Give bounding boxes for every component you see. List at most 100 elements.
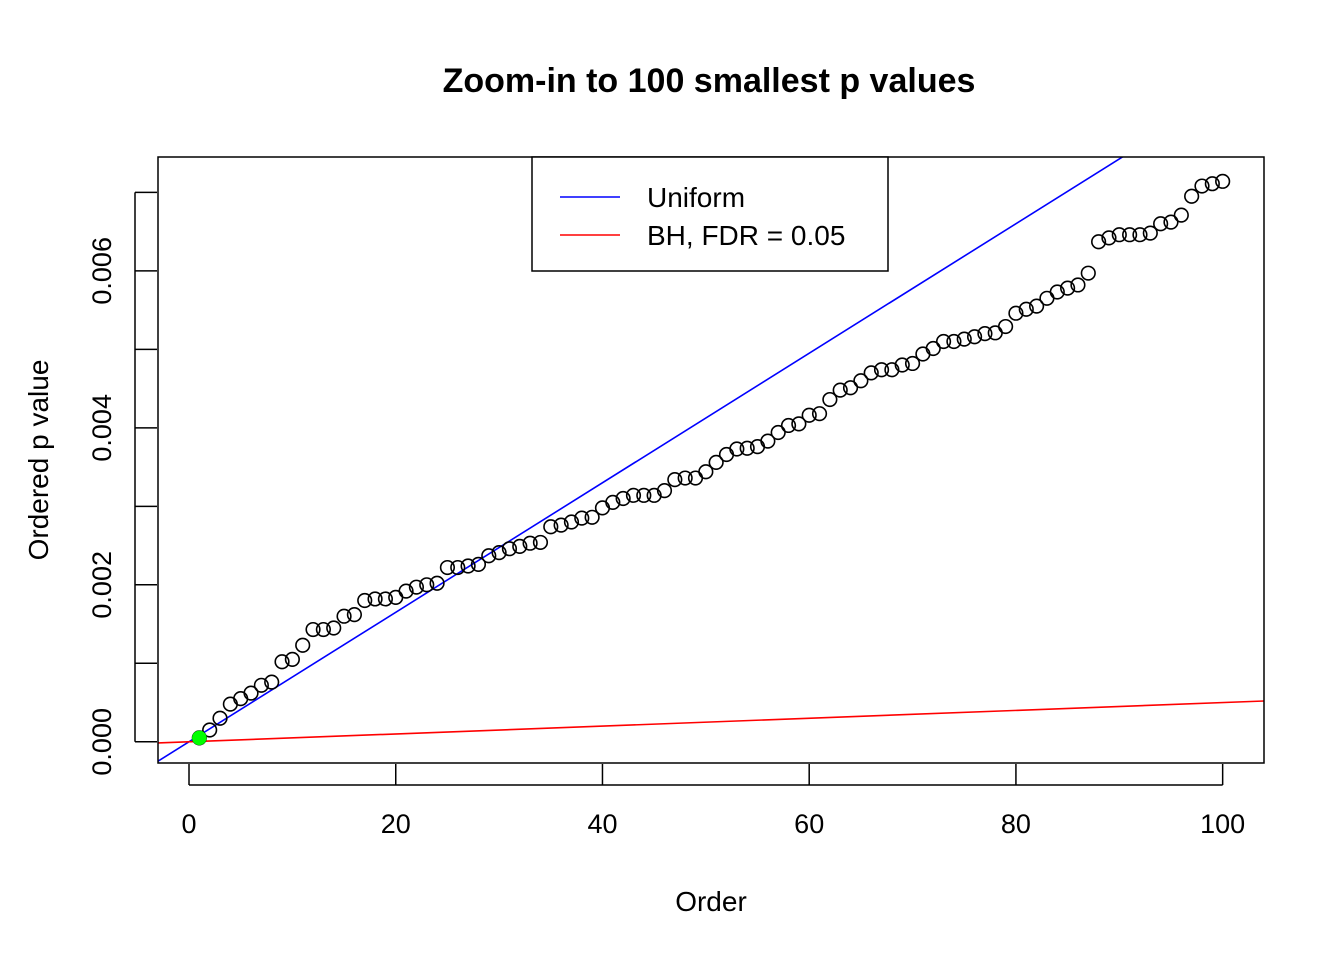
legend-bh-label: BH, FDR = 0.05 — [647, 220, 845, 251]
data-point — [284, 651, 300, 667]
x-axis-label: Order — [675, 886, 747, 917]
data-point — [450, 559, 466, 576]
data-point — [522, 535, 538, 551]
data-point — [1028, 298, 1045, 314]
data-point — [543, 519, 559, 535]
data-point — [1204, 176, 1220, 192]
data-point — [946, 333, 962, 350]
data-point — [832, 382, 848, 398]
x-tick-label: 100 — [1200, 809, 1245, 839]
data-points — [191, 173, 1231, 746]
y-tick-label: 0.004 — [87, 394, 117, 462]
y-axis-label: Ordered p value — [23, 360, 54, 561]
data-point — [1163, 214, 1179, 230]
data-point — [667, 472, 683, 488]
data-point — [1142, 225, 1158, 241]
data-point — [460, 558, 476, 574]
x-tick-label: 20 — [381, 809, 411, 839]
data-point — [1070, 277, 1086, 293]
data-point — [791, 416, 807, 432]
data-point — [956, 331, 972, 347]
data-point — [739, 440, 755, 456]
data-point — [367, 591, 383, 607]
data-point — [749, 439, 766, 455]
data-point — [1132, 227, 1148, 243]
x-axis: 0 20 40 60 80 100 — [181, 764, 1245, 839]
data-point — [481, 548, 497, 564]
data-point — [594, 500, 611, 516]
data-point — [439, 559, 456, 576]
y-axis: 0.000 0.002 0.004 0.006 — [87, 191, 157, 776]
data-point — [243, 685, 259, 701]
reference-line-1 — [158, 700, 1264, 744]
data-point — [1215, 173, 1231, 189]
data-point — [419, 577, 435, 593]
data-point — [398, 583, 414, 599]
data-point — [222, 696, 238, 712]
data-point — [1101, 230, 1117, 246]
data-point — [884, 362, 900, 378]
data-point — [212, 710, 228, 726]
reference-lines — [158, 157, 1264, 762]
data-point — [264, 674, 280, 690]
data-point — [842, 380, 859, 396]
data-point — [770, 424, 786, 441]
data-point — [295, 637, 311, 653]
y-tick-label: 0.002 — [87, 551, 117, 619]
data-point — [873, 362, 890, 378]
data-point — [915, 346, 931, 362]
data-point — [470, 556, 487, 573]
reference-line-0 — [158, 157, 1124, 762]
data-point — [1153, 216, 1169, 232]
data-point — [625, 487, 642, 503]
data-point — [388, 589, 404, 605]
data-point — [677, 470, 693, 486]
legend-box — [531, 156, 889, 272]
data-point — [408, 579, 425, 595]
data-point — [811, 406, 828, 422]
data-point — [501, 541, 518, 557]
data-point — [1122, 227, 1138, 243]
data-point — [729, 441, 745, 457]
data-point — [429, 575, 445, 591]
data-point — [615, 490, 631, 507]
data-point — [512, 538, 528, 554]
data-point — [253, 677, 269, 693]
data-point — [863, 365, 879, 381]
legend: Uniform BH, FDR = 0.05 — [531, 156, 889, 272]
highlight-point — [192, 730, 207, 746]
legend-uniform-label: Uniform — [647, 182, 745, 213]
data-point — [274, 654, 290, 670]
y-tick-label: 0.006 — [87, 237, 117, 305]
highlight-layer — [192, 730, 207, 746]
data-point — [1049, 284, 1065, 300]
x-tick-label: 40 — [587, 809, 617, 839]
data-point — [377, 591, 394, 607]
data-point — [563, 514, 580, 530]
data-point — [553, 517, 569, 533]
data-point — [1060, 280, 1076, 296]
data-point — [584, 509, 600, 525]
data-point — [904, 355, 921, 372]
x-tick-label: 0 — [181, 809, 196, 839]
data-point — [894, 357, 910, 373]
data-point — [760, 433, 776, 449]
data-point — [574, 510, 590, 526]
data-point — [336, 608, 352, 624]
data-point — [1018, 301, 1034, 317]
data-point — [1091, 234, 1107, 250]
data-point — [532, 534, 549, 551]
data-point — [687, 470, 704, 486]
data-point — [708, 454, 724, 470]
data-point — [853, 373, 869, 389]
data-point — [646, 487, 662, 503]
data-point — [346, 607, 362, 623]
data-point — [636, 487, 652, 503]
data-point — [305, 621, 321, 638]
y-tick-label: 0.000 — [87, 708, 117, 776]
x-tick-label: 60 — [794, 809, 824, 839]
data-point — [1008, 305, 1024, 321]
data-point — [977, 326, 993, 342]
data-point — [315, 621, 331, 638]
data-point — [1184, 188, 1200, 204]
